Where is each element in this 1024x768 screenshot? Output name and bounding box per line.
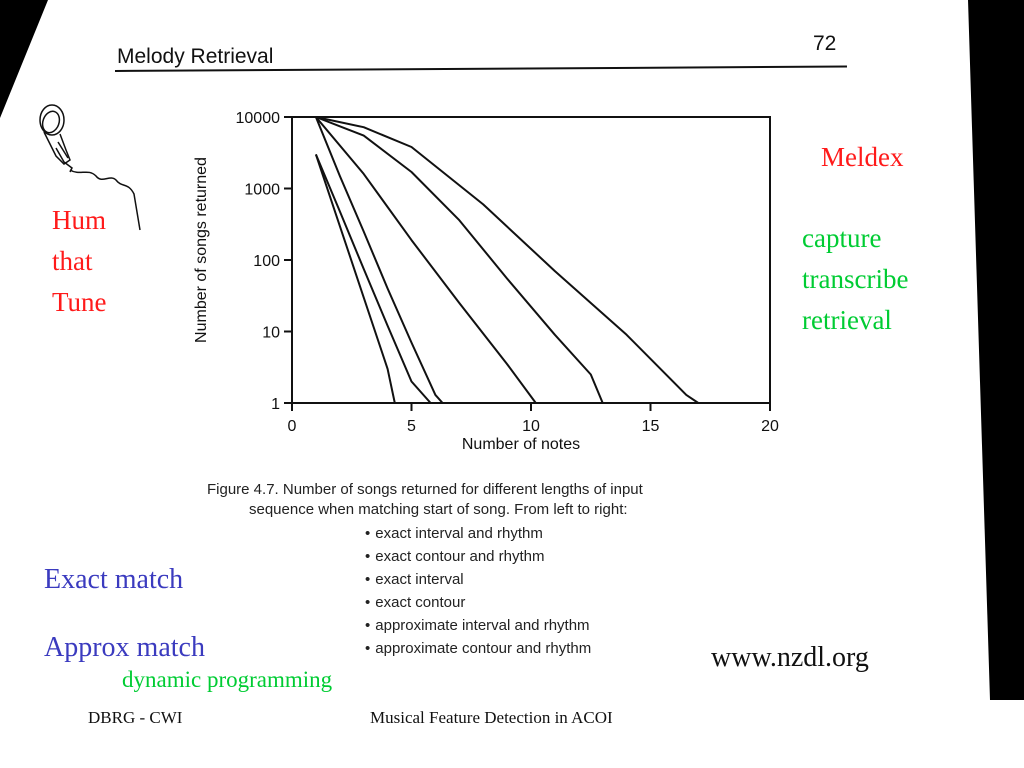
hum-that-tune-label: Hum that Tune: [52, 200, 107, 323]
x-tick-label: 15: [642, 418, 660, 435]
caption-item: exact contour: [365, 591, 805, 614]
series-line-5: [315, 116, 604, 404]
dynamic-programming-label: dynamic programming: [122, 667, 333, 692]
caption-item: approximate interval and rhythm: [365, 614, 805, 637]
hum-line: that: [52, 246, 93, 276]
meldex-label: Meldex: [821, 142, 904, 172]
scan-border-top-left: [0, 0, 48, 118]
caption-item: exact contour and rhythm: [365, 545, 805, 568]
hum-line: Hum: [52, 205, 106, 235]
x-tick-label: 5: [407, 418, 416, 435]
y-tick-label: 10: [262, 325, 280, 342]
stage-transcribe: transcribe: [802, 264, 909, 294]
plot-frame: [291, 116, 771, 404]
microphone-icon: [39, 104, 141, 231]
scan-page-number: 72: [813, 32, 837, 55]
approx-match-label: Approx match: [44, 632, 205, 663]
caption-item: approximate contour and rhythm: [365, 637, 805, 660]
hum-line: Tune: [52, 287, 107, 317]
series-line-1: [314, 154, 396, 404]
pipeline-stages: capture transcribe retrieval: [802, 218, 908, 341]
y-tick-label: 1: [271, 396, 280, 413]
nzdl-url: www.nzdl.org: [711, 642, 869, 673]
caption-item: exact interval: [365, 568, 805, 591]
series-line-6: [315, 116, 699, 404]
y-tick-label: 100: [253, 253, 280, 270]
stage-capture: capture: [802, 223, 882, 253]
x-axis-label: Number of notes: [462, 436, 580, 453]
figure-caption: Figure 4.7. Number of songs returned for…: [205, 480, 805, 660]
caption-line-2: sequence when matching start of song. Fr…: [249, 501, 628, 518]
caption-list: exact interval and rhythm exact contour …: [365, 522, 805, 660]
x-tick-label: 0: [288, 418, 297, 435]
caption-item: exact interval and rhythm: [365, 522, 805, 545]
y-tick-label: 10000: [236, 110, 281, 127]
scan-title: Melody Retrieval: [117, 45, 274, 68]
series-line-2: [314, 154, 432, 404]
songs-returned-chart: 1 10 100 1000 10000 0 5 10 15 20 Number of notes Nu…: [193, 110, 779, 453]
series-line-4: [315, 116, 537, 404]
exact-match-label: Exact match: [44, 564, 184, 595]
y-tick-label: 1000: [244, 182, 280, 199]
stage-retrieval: retrieval: [802, 305, 892, 335]
series-line-3: [314, 116, 444, 404]
footer-left: DBRG - CWI: [88, 708, 183, 727]
x-tick-label: 20: [761, 418, 779, 435]
y-axis-label: Number of songs returned: [193, 157, 210, 343]
scan-border-top-right: [968, 0, 1024, 700]
x-tick-label: 10: [522, 418, 540, 435]
footer-right: Musical Feature Detection in ACOI: [370, 708, 613, 727]
caption-line-1: Figure 4.7. Number of songs returned for…: [207, 481, 643, 498]
